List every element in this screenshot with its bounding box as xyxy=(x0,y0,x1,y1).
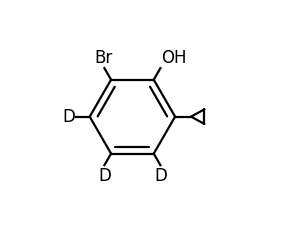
Text: D: D xyxy=(62,108,75,126)
Text: Br: Br xyxy=(94,49,112,67)
Text: OH: OH xyxy=(161,49,187,67)
Text: D: D xyxy=(98,167,111,185)
Text: D: D xyxy=(155,167,168,185)
